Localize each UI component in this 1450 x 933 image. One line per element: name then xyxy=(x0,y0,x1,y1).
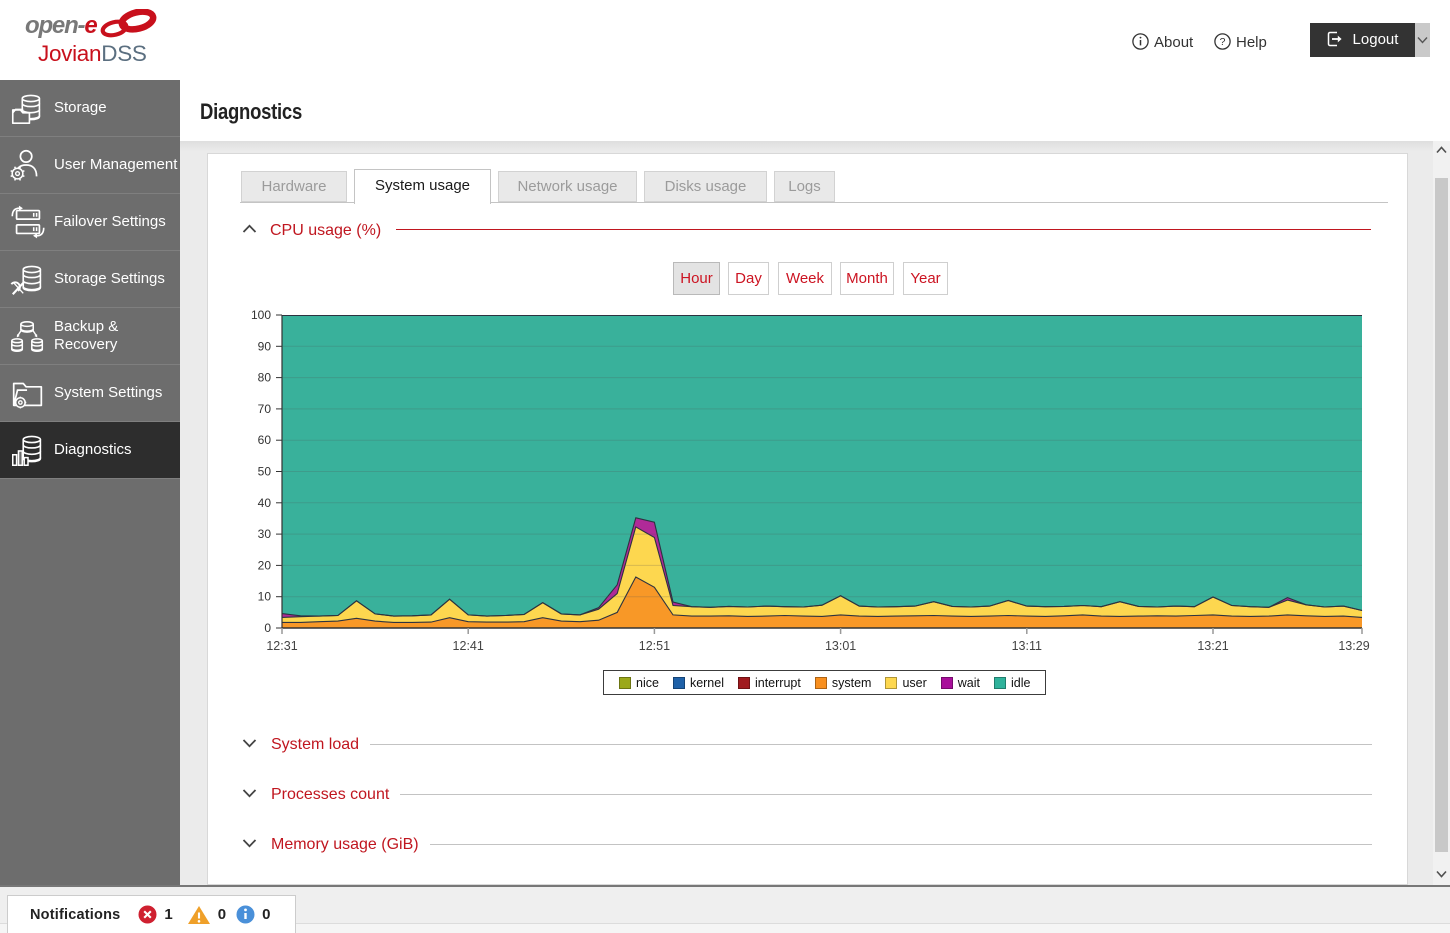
svg-text:20: 20 xyxy=(258,558,272,572)
svg-text:13:29: 13:29 xyxy=(1338,639,1369,653)
svg-text:30: 30 xyxy=(258,527,272,541)
svg-text:13:01: 13:01 xyxy=(825,639,856,653)
svg-text:13:21: 13:21 xyxy=(1197,639,1228,653)
svg-text:0: 0 xyxy=(264,621,271,635)
svg-text:13:11: 13:11 xyxy=(1012,639,1042,653)
svg-text:90: 90 xyxy=(258,339,272,353)
svg-text:12:31: 12:31 xyxy=(266,639,297,653)
svg-text:40: 40 xyxy=(258,496,272,510)
svg-text:100: 100 xyxy=(251,308,271,322)
svg-text:12:51: 12:51 xyxy=(639,639,670,653)
svg-text:60: 60 xyxy=(258,433,272,447)
svg-text:12:41: 12:41 xyxy=(453,639,484,653)
svg-text:50: 50 xyxy=(258,465,272,479)
svg-text:70: 70 xyxy=(258,402,272,416)
svg-text:10: 10 xyxy=(258,590,272,604)
svg-text:?: ? xyxy=(1220,36,1226,48)
svg-text:80: 80 xyxy=(258,371,272,385)
